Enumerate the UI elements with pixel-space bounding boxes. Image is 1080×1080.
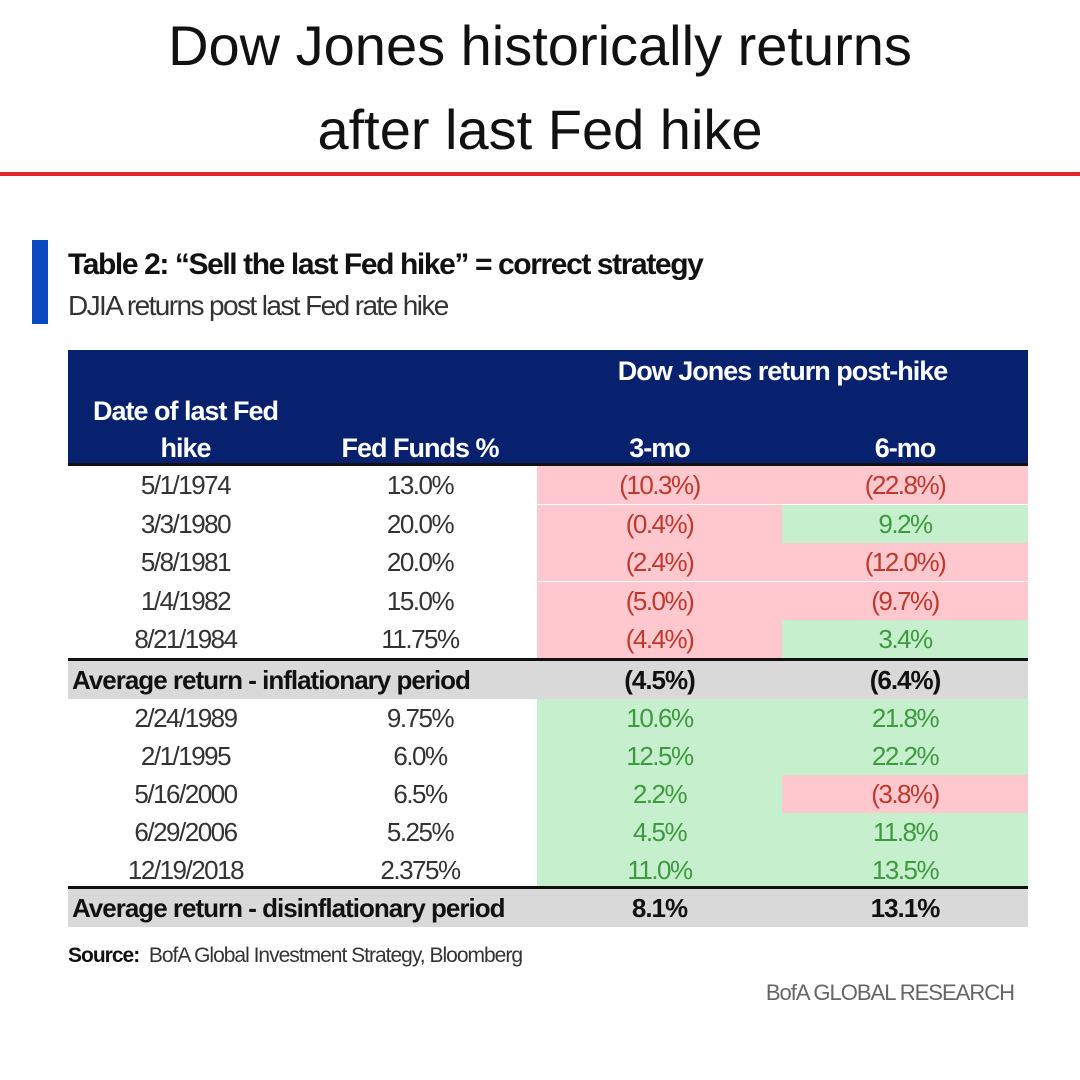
return-6mo-cell: (12.0%)	[782, 543, 1028, 581]
divider	[0, 172, 1080, 176]
header-group: Dow Jones return post-hike	[617, 356, 949, 386]
section-rule	[68, 658, 1028, 661]
table-row: 6/29/2006 5.25% 4.5% 11.8%	[68, 813, 1028, 851]
average-3mo: (4.5%)	[624, 665, 696, 695]
return-6mo-cell: (3.8%)	[782, 775, 1028, 813]
return-3mo-cell: 2.2%	[537, 775, 782, 813]
return-3mo-cell: 4.5%	[537, 813, 782, 851]
fed-funds-cell: 6.0%	[393, 741, 448, 771]
return-6mo-cell: 9.2%	[782, 504, 1028, 543]
header-date-2: hike	[160, 433, 211, 463]
return-6mo-cell: 11.8%	[782, 813, 1028, 851]
fed-funds-cell: 20.0%	[386, 508, 455, 539]
date-cell: 5/8/1981	[140, 547, 232, 577]
header-rule	[68, 463, 1028, 466]
date-cell: 2/24/1989	[134, 703, 238, 733]
date-cell: 3/3/1980	[140, 508, 232, 539]
source-text: BofA Global Investment Strategy, Bloombe…	[148, 944, 523, 967]
fed-funds-cell: 11.75%	[381, 624, 460, 654]
fed-funds-cell: 2.375%	[380, 855, 461, 885]
fed-funds-cell: 15.0%	[386, 585, 455, 616]
return-3mo-cell: (4.4%)	[537, 620, 782, 658]
header-fed-funds: Fed Funds %	[341, 433, 500, 463]
header-6mo: 6-mo	[874, 433, 937, 463]
return-3mo-cell: 11.0%	[537, 851, 782, 889]
accent-bar	[32, 240, 48, 324]
date-cell: 1/4/1982	[140, 585, 232, 616]
headline-line-2: after last Fed hike	[317, 98, 763, 161]
table-row: 2/1/1995 6.0% 12.5% 22.2%	[68, 737, 1028, 775]
date-cell: 6/29/2006	[134, 817, 238, 847]
fed-funds-cell: 5.25%	[386, 817, 455, 847]
return-3mo-cell: (10.3%)	[537, 466, 782, 504]
date-cell: 8/21/1984	[134, 624, 238, 654]
return-6mo-cell: 13.5%	[782, 851, 1028, 889]
average-3mo: 8.1%	[631, 893, 688, 923]
return-3mo-cell: (5.0%)	[537, 581, 782, 620]
header-date-1: Date of last Fed	[92, 396, 279, 426]
average-label: Average return - disinflationary period	[72, 893, 505, 923]
table-row: 3/3/1980 20.0% (0.4%) 9.2%	[68, 504, 1028, 543]
return-6mo-cell: (22.8%)	[782, 466, 1028, 504]
date-cell: 5/16/2000	[134, 779, 238, 809]
date-cell: 2/1/1995	[140, 741, 232, 771]
fed-funds-cell: 20.0%	[386, 547, 455, 577]
return-6mo-cell: 3.4%	[782, 620, 1028, 658]
table-row: 1/4/1982 15.0% (5.0%) (9.7%)	[68, 581, 1028, 620]
table-row: 2/24/1989 9.75% 10.6% 21.8%	[68, 699, 1028, 737]
table-title: Table 2: “Sell the last Fed hike” = corr…	[68, 248, 704, 281]
return-6mo-cell: 22.2%	[782, 737, 1028, 775]
average-row: Average return - inflationary period (4.5…	[68, 661, 1028, 699]
average-label: Average return - inflationary period	[72, 665, 471, 695]
return-3mo-cell: 12.5%	[537, 737, 782, 775]
table-row: 5/8/1981 20.0% (2.4%) (12.0%)	[68, 543, 1028, 581]
headline-line-1: Dow Jones historically returns	[168, 14, 912, 77]
date-cell: 12/19/2018	[127, 855, 245, 885]
date-cell: 5/1/1974	[140, 470, 232, 500]
fed-funds-cell: 13.0%	[386, 470, 455, 500]
table-subtitle: DJIA returns post last Fed rate hike	[68, 290, 449, 321]
table-row: 12/19/2018 2.375% 11.0% 13.5%	[68, 851, 1028, 889]
table-row: 5/16/2000 6.5% 2.2% (3.8%)	[68, 775, 1028, 813]
return-3mo-cell: 10.6%	[537, 699, 782, 737]
return-3mo-cell: (2.4%)	[537, 543, 782, 581]
return-6mo-cell: 21.8%	[782, 699, 1028, 737]
average-6mo: 13.1%	[870, 893, 941, 923]
fed-funds-cell: 9.75%	[386, 703, 455, 733]
average-row: Average return - disinflationary period 8…	[68, 889, 1028, 927]
table-row: 5/1/1974 13.0% (10.3%) (22.8%)	[68, 466, 1028, 504]
return-3mo-cell: (0.4%)	[537, 504, 782, 543]
average-6mo: (6.4%)	[869, 665, 942, 695]
source-note: Source: BofA Global Investment Strategy,…	[68, 944, 523, 968]
fed-funds-cell: 6.5%	[393, 779, 448, 809]
section-rule	[68, 886, 1028, 889]
source-label: Source:	[68, 944, 140, 967]
brand-label: BofA GLOBAL RESEARCH	[765, 980, 1015, 1005]
table-header: Dow Jones return post-hike Date of last …	[68, 350, 1028, 465]
table-row: 8/21/1984 11.75% (4.4%) 3.4%	[68, 620, 1028, 658]
header-3mo: 3-mo	[629, 433, 691, 463]
return-6mo-cell: (9.7%)	[782, 581, 1028, 620]
